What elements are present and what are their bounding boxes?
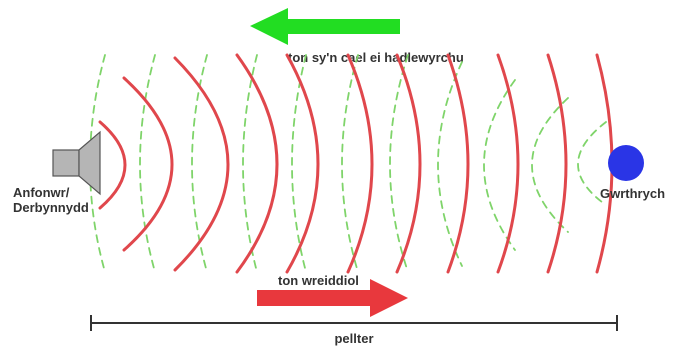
reflected-wave-arrow xyxy=(250,8,400,45)
circle-target-icon xyxy=(608,145,644,181)
transceiver-label-line2: Derbynnydd xyxy=(13,200,89,215)
reflected-wavefront xyxy=(191,54,208,273)
original-wave-arrow xyxy=(257,279,408,317)
speaker-icon xyxy=(52,130,101,196)
original-wavefront xyxy=(285,53,320,274)
reflected-wavefront xyxy=(389,54,409,273)
distance-line xyxy=(90,315,618,331)
reflected-wavefront xyxy=(139,54,156,273)
reflected-wavefront xyxy=(341,54,359,273)
reflected-wavefront xyxy=(531,97,569,233)
reflected-wavefronts xyxy=(89,54,607,273)
transceiver-label-line1: Anfonwr/ xyxy=(13,185,70,200)
original-wavefront xyxy=(122,76,174,252)
original-wavefront xyxy=(235,53,279,274)
original-wavefront xyxy=(496,53,520,274)
reflected-wavefront xyxy=(437,61,463,267)
distance-label: pellter xyxy=(334,331,373,346)
original-wavefront xyxy=(173,56,230,272)
original-wavefront xyxy=(395,53,422,274)
original-wavefront xyxy=(446,53,470,274)
original-wavefronts xyxy=(98,53,614,274)
object-label: Gwrthrych xyxy=(600,186,665,201)
original-wave-label: ton wreiddiol xyxy=(278,273,359,288)
original-wavefront xyxy=(546,53,568,274)
reflected-wavefront xyxy=(242,54,258,273)
reflected-wave-label: ton sy'n cael ei hadlewyrchu xyxy=(288,50,464,65)
reflected-wavefront xyxy=(577,121,607,206)
original-wavefront xyxy=(98,120,127,210)
original-wavefront xyxy=(346,53,374,274)
reflected-wavefront xyxy=(483,79,516,251)
